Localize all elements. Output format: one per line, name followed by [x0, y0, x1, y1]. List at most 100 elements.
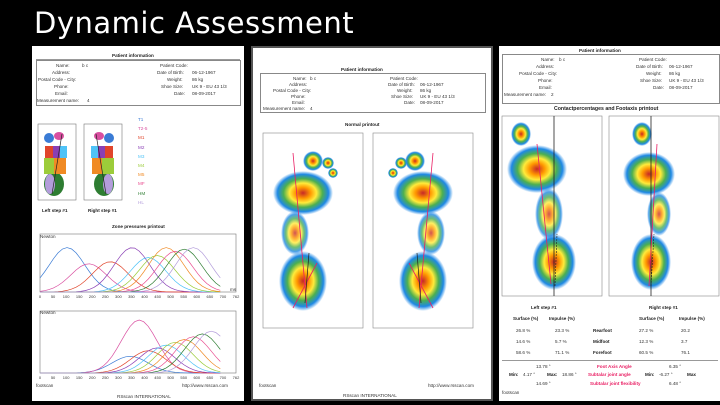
x-tick-label: 500: [167, 375, 174, 380]
email-label: Email:: [292, 100, 305, 105]
right-impulse-cell: 3.7: [681, 339, 688, 344]
patient-info-heading: Patient information: [112, 53, 154, 58]
right-min-label: Min:: [645, 372, 655, 377]
x-tick-label: 200: [89, 375, 96, 380]
shoe-value: UK 9 - EU 43 1/3: [420, 94, 455, 99]
weight-value: 86 kg: [669, 71, 681, 76]
pressure-footprints: [262, 132, 474, 329]
zone-legend-item: M1: [138, 135, 145, 141]
right-foot-zones: [91, 132, 114, 196]
x-tick-label: 300: [115, 375, 122, 380]
zone-legend-item: M3: [138, 153, 145, 159]
shoe-label: Shoe Size:: [161, 84, 184, 89]
zone-legend-item: T2-5: [138, 126, 148, 132]
zone-pressure-charts: 0 50 100 150 200 250 300 350 400 450 500 550 600 650 7…: [39, 233, 240, 380]
zone-legend-item: MF: [138, 181, 145, 187]
x-tick-label: 350: [128, 375, 135, 380]
dob-value: 06-12-1967: [669, 64, 693, 69]
code-label: Patient Code:: [390, 76, 418, 81]
right-surface-cell: 12.3 %: [639, 339, 654, 344]
x-tick-label: 100: [63, 294, 70, 299]
x-tick-label: 650: [207, 294, 214, 299]
x-tick-label: 300: [115, 294, 122, 299]
right-min-value: -6.27 °: [659, 372, 673, 377]
x-tick-label: 550: [180, 375, 187, 380]
name-value: b c: [310, 76, 317, 81]
patient-info-box: [36, 60, 241, 106]
x-tick-label: 650: [207, 375, 214, 380]
measurement-label: Measurement name:: [504, 92, 547, 97]
address-label: Address:: [52, 70, 71, 75]
footscan-logo: footscan: [36, 383, 54, 388]
x-tick-label: 200: [89, 294, 96, 299]
weight-value: 86 kg: [192, 77, 204, 82]
email-label: Email:: [55, 91, 68, 96]
foot-zone-diagrams: [37, 123, 123, 201]
footscan-logo: footscan: [502, 390, 520, 395]
footer-company: RSscan INTERNATIONAL: [117, 394, 171, 399]
x-tick-label: 600: [193, 294, 200, 299]
subtalar-flex-label: Subtalar joint flexibility: [590, 381, 641, 386]
x-tick-label: 450: [154, 294, 161, 299]
patient-info-box: [260, 73, 486, 113]
shoe-label: Shoe Size:: [391, 94, 414, 99]
right-surface-cell: 60.5 %: [639, 350, 654, 355]
left-surface-cell: 14.6 %: [516, 339, 531, 344]
normal-printout-report: Patient information Name: b c Address: P…: [251, 46, 493, 401]
region-label: Midfoot: [593, 339, 610, 344]
date-label: Date:: [174, 91, 185, 96]
phone-label: Phone:: [538, 78, 553, 83]
dob-value: 06-12-1967: [192, 70, 216, 75]
col-surface-left: Surface (%): [513, 316, 539, 321]
x-tick-label: 50: [51, 294, 56, 299]
x-tick-label: 150: [76, 294, 83, 299]
zone-legend-item: HL: [138, 199, 144, 205]
date-label: Date:: [404, 100, 415, 105]
slide-title: Dynamic Assessment: [34, 6, 355, 40]
measurement-label: Measurement name:: [263, 106, 306, 111]
left-footprint: [273, 151, 338, 311]
right-step-label: Right step #1: [88, 208, 117, 213]
zone-pressure-line: [40, 344, 221, 374]
x-tick-label: 450: [154, 375, 161, 380]
patient-info-heading: Patient information: [341, 67, 383, 72]
x-tick-label: 700: [220, 294, 227, 299]
x-tick-label: 350: [128, 294, 135, 299]
left-impulse-cell: 23.3 %: [555, 328, 570, 333]
region-label: Forefoot: [593, 350, 612, 355]
footscan-logo: footscan: [259, 383, 277, 388]
footer-url: http://www.rsscan.com: [428, 383, 474, 388]
dob-label: Date of Birth:: [636, 64, 663, 69]
zone-pressure-line: [40, 333, 221, 374]
postal-label: Postal Code - City:: [519, 71, 558, 76]
x-tick-label: 762: [233, 294, 240, 299]
zone-legend-item: M5: [138, 172, 145, 178]
code-label: Patient Code:: [639, 57, 667, 62]
dob-label: Date of Birth:: [388, 82, 415, 87]
left-surface-cell: 58.6 %: [516, 350, 531, 355]
x-tick-label: 400: [141, 294, 148, 299]
right-impulse-cell: 76.1: [681, 350, 690, 355]
date-value: 08-09-2017: [192, 91, 216, 96]
zone-legend-item: M2: [138, 144, 145, 150]
patient-info-heading: Patient information: [579, 48, 621, 53]
x-tick-label: 550: [180, 294, 187, 299]
measurement-value: 2: [551, 92, 554, 97]
x-tick-label: 250: [102, 375, 109, 380]
phone-label: Phone:: [54, 84, 69, 89]
chart-top-ylabel: Newton: [40, 234, 56, 239]
measurement-value: 4: [87, 98, 90, 103]
normal-printout-heading: Normal printout: [345, 122, 380, 127]
name-value: b c: [559, 57, 566, 62]
address-label: Address:: [536, 64, 555, 69]
x-tick-label: 600: [193, 375, 200, 380]
contact-heading: Contactpercentages and Footaxis printout: [554, 106, 659, 112]
name-label: Name:: [56, 63, 70, 68]
weight-label: Weight:: [167, 77, 183, 82]
zone-chart-title: Zone pressures printout: [112, 224, 165, 229]
right-step-label: Right step #1: [649, 305, 678, 310]
left-foot-zones: [44, 132, 67, 196]
x-tick-label: 100: [63, 375, 70, 380]
name-label: Name:: [293, 76, 307, 81]
name-value: b c: [82, 63, 89, 68]
